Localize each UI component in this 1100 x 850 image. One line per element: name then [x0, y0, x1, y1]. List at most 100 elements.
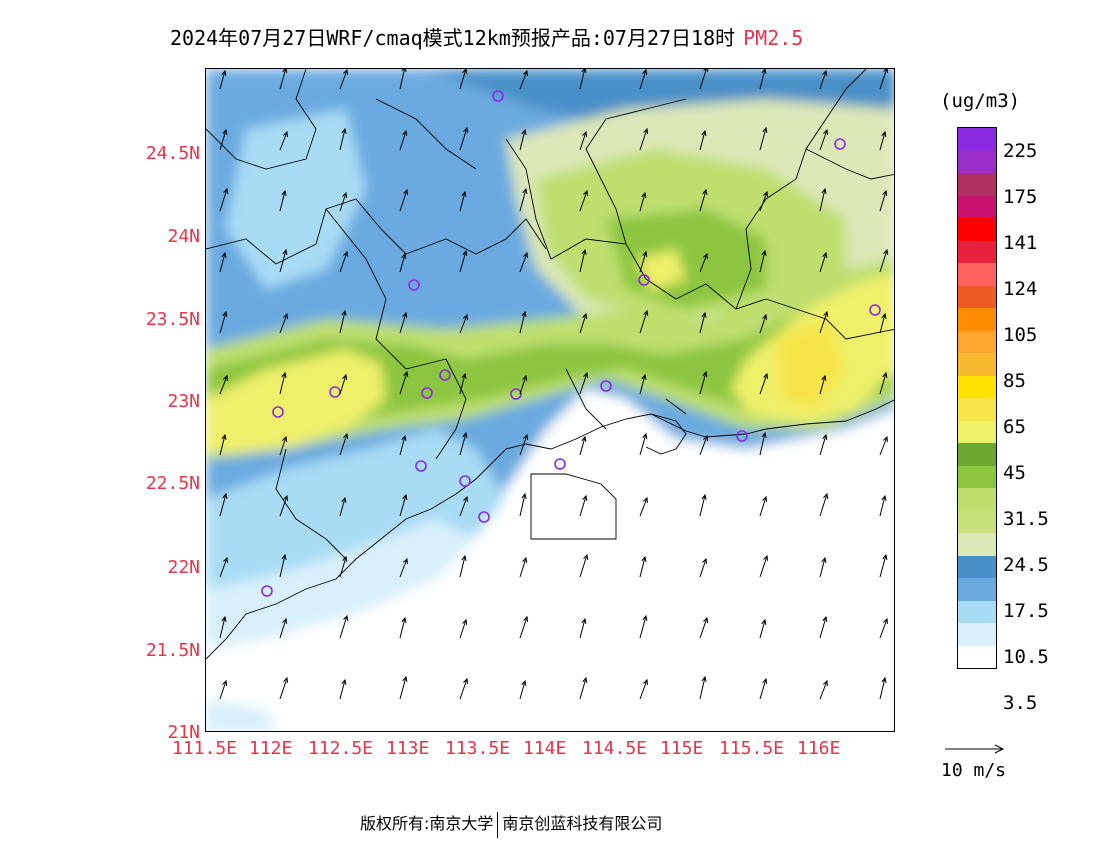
wind-arrow-head: [462, 69, 468, 75]
wind-arrow-head: [701, 129, 707, 137]
wind-arrow: [819, 557, 826, 578]
colorbar-swatch: [958, 420, 996, 443]
wind-arrow: [339, 615, 348, 639]
wind-arrow-head: [702, 188, 708, 196]
wind-arrow: [759, 250, 766, 273]
wind-arrow-head: [521, 492, 527, 499]
wind-arrow-head: [282, 617, 288, 625]
wind-arrow-head: [701, 493, 707, 500]
wind-arrow-head: [221, 251, 227, 259]
wind-arrow: [699, 312, 706, 334]
wind-arrow: [399, 435, 406, 456]
wind-arrow-head: [641, 191, 647, 199]
wind-arrow-head: [821, 556, 827, 564]
wind-arrow: [579, 677, 587, 700]
wind-arrow: [519, 680, 526, 700]
wind-arrow: [879, 436, 888, 456]
colorbar-label: 105: [1003, 324, 1038, 346]
wind-arrow: [219, 557, 228, 578]
wind-arrow-head: [762, 677, 768, 685]
wind-arrow-head: [341, 309, 347, 316]
wind-arrow: [759, 127, 767, 151]
wind-arrow: [699, 69, 707, 90]
wind-arrow-head: [822, 251, 828, 259]
wind-arrow: [219, 188, 228, 212]
wind-arrow-head: [762, 126, 768, 134]
wind-arrow-head: [402, 675, 408, 683]
colorbar-label: 10.5: [1003, 646, 1049, 668]
colorbar-swatch: [958, 195, 996, 218]
wind-arrow-head: [642, 432, 648, 440]
wind-arrow: [819, 493, 828, 517]
wind-arrow-head: [883, 435, 888, 443]
wind-arrow: [759, 619, 766, 639]
colorbar-label: 124: [1003, 278, 1038, 300]
wind-arrow-head: [763, 190, 768, 198]
wind-arrow-head: [703, 69, 709, 73]
wind-arrow: [459, 496, 468, 517]
wind-arrow-head: [462, 431, 468, 439]
x-label-115: 115E: [660, 738, 704, 759]
y-label-24-5: 24.5N: [145, 143, 200, 164]
wind-arrow-head: [221, 69, 227, 77]
wind-arrow-head: [463, 677, 469, 685]
wind-arrow-head: [342, 373, 348, 381]
wind-arrow-head: [523, 433, 529, 441]
colorbar-swatch: [958, 533, 996, 556]
wind-arrow: [879, 190, 887, 212]
wind-arrow-head: [281, 371, 287, 378]
wind-reference-label: 10 m/s: [941, 760, 1007, 781]
wind-arrow: [639, 679, 648, 700]
wind-arrow-head: [881, 676, 887, 683]
wind-arrow-head: [583, 371, 589, 379]
colorbar-label: 31.5: [1003, 508, 1049, 530]
wind-arrow: [519, 188, 527, 212]
wind-arrow: [459, 678, 468, 700]
wind-arrow: [699, 130, 706, 151]
wind-arrow: [579, 249, 586, 273]
wind-arrow-head: [703, 434, 708, 442]
wind-arrow: [219, 434, 226, 456]
wind-arrow: [879, 677, 886, 700]
y-label-22-5: 22.5N: [145, 473, 200, 494]
wind-arrow-head: [523, 251, 528, 259]
wind-arrow: [579, 131, 587, 151]
wind-arrow-head: [883, 617, 888, 625]
wind-arrow-head: [882, 553, 888, 561]
wind-arrow: [399, 130, 407, 151]
monitoring-sites: [261, 90, 881, 597]
wind-arrow: [219, 375, 228, 395]
colorbar-label: 45: [1003, 462, 1026, 484]
wind-arrow-head: [882, 371, 888, 379]
wind-arrow-head: [401, 69, 407, 72]
wind-arrow-head: [341, 496, 347, 504]
wind-arrow-head: [282, 435, 288, 443]
x-label-111-5: 111.5E: [172, 738, 238, 759]
wind-arrow-head: [822, 69, 828, 77]
wind-arrow-head: [643, 678, 648, 686]
wind-arrow: [579, 495, 587, 517]
wind-arrow: [279, 69, 287, 90]
wind-arrow-head: [521, 679, 527, 687]
wind-arrow-head: [281, 553, 287, 560]
wind-arrow-head: [643, 127, 649, 135]
wind-arrow-head: [342, 555, 348, 563]
wind-arrow-head: [222, 310, 228, 318]
wind-arrow: [339, 374, 347, 395]
wind-arrow: [219, 493, 227, 517]
colorbar-swatch: [958, 240, 996, 263]
wind-arrow-head: [403, 188, 409, 196]
wind-arrow-head: [343, 69, 348, 76]
wind-arrow-head: [762, 495, 768, 503]
wind-arrow: [819, 375, 826, 395]
wind-arrow: [399, 494, 407, 517]
wind-arrow-head: [643, 496, 648, 504]
wind-arrow: [279, 249, 287, 273]
wind-arrow-head: [221, 433, 227, 440]
concentration-fill: [206, 69, 894, 731]
wind-arrow: [819, 680, 828, 700]
wind-arrow: [699, 189, 707, 212]
wind-arrow-head: [401, 434, 407, 442]
y-label-22: 22N: [167, 557, 200, 578]
wind-arrow: [519, 129, 526, 151]
